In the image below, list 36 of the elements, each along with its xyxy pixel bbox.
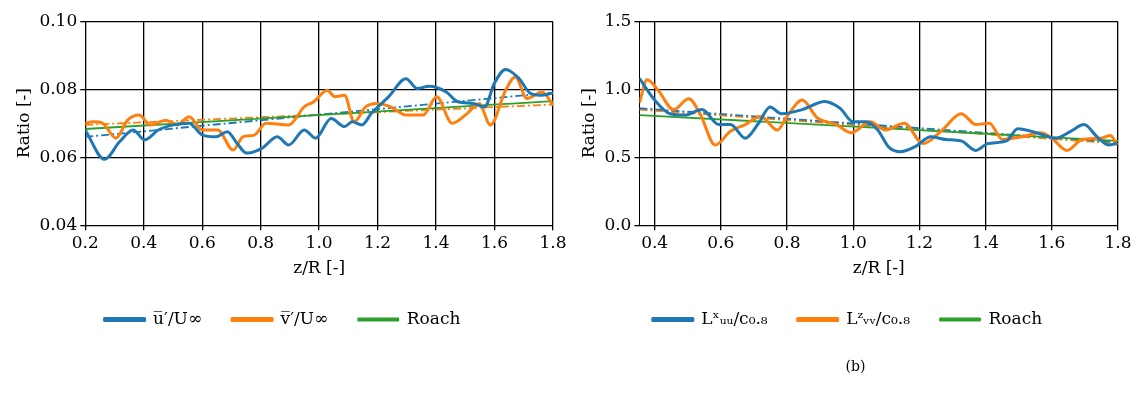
y-tick-label: 0.0 bbox=[604, 213, 632, 234]
x-tick-label: 0.4 bbox=[641, 231, 669, 252]
y-axis-title: Ratio [-] bbox=[12, 88, 33, 159]
x-axis-title: z/R [-] bbox=[293, 257, 346, 278]
y-axis-title: Ratio [-] bbox=[577, 88, 598, 159]
x-tick-label: 1.8 bbox=[1104, 231, 1132, 252]
legend-label: Lˣᵤᵤ/c₀.₈ bbox=[701, 307, 768, 328]
legend-label: Lᶻᵥᵥ/c₀.₈ bbox=[846, 307, 911, 328]
legend-label: v̅′/U∞ bbox=[279, 307, 329, 328]
x-tick-label: 1.2 bbox=[364, 231, 392, 252]
x-tick-label: 1.0 bbox=[839, 231, 867, 252]
x-tick-label: 0.8 bbox=[247, 231, 275, 252]
y-tick-label: 0.08 bbox=[39, 77, 78, 98]
y-tick-label: 0.06 bbox=[39, 145, 78, 166]
x-tick-label: 1.4 bbox=[972, 231, 1000, 252]
x-tick-label: 0.2 bbox=[71, 231, 99, 252]
legend-label: Roach bbox=[988, 307, 1043, 328]
x-tick-label: 1.6 bbox=[481, 231, 509, 252]
y-tick-label: 1.0 bbox=[604, 77, 632, 98]
x-tick-label: 1.2 bbox=[905, 231, 933, 252]
x-tick-label: 1.6 bbox=[1038, 231, 1066, 252]
legend-label: Roach bbox=[406, 307, 461, 328]
x-tick-label: 0.8 bbox=[773, 231, 801, 252]
x-axis-title: z/R [-] bbox=[852, 257, 905, 278]
x-tick-label: 0.6 bbox=[188, 231, 216, 252]
y-tick-label: 0.5 bbox=[604, 145, 632, 166]
x-tick-label: 0.6 bbox=[707, 231, 735, 252]
x-tick-label: 1.4 bbox=[422, 231, 450, 252]
x-tick-label: 1.0 bbox=[305, 231, 333, 252]
x-tick-label: 1.8 bbox=[539, 231, 567, 252]
y-tick-label: 0.10 bbox=[39, 9, 78, 30]
legend-label: u̅′/U∞ bbox=[153, 307, 203, 328]
y-tick-label: 1.5 bbox=[604, 9, 632, 30]
text: (b) bbox=[844, 358, 867, 374]
x-tick-label: 0.4 bbox=[130, 231, 158, 252]
y-tick-label: 0.04 bbox=[39, 213, 78, 234]
